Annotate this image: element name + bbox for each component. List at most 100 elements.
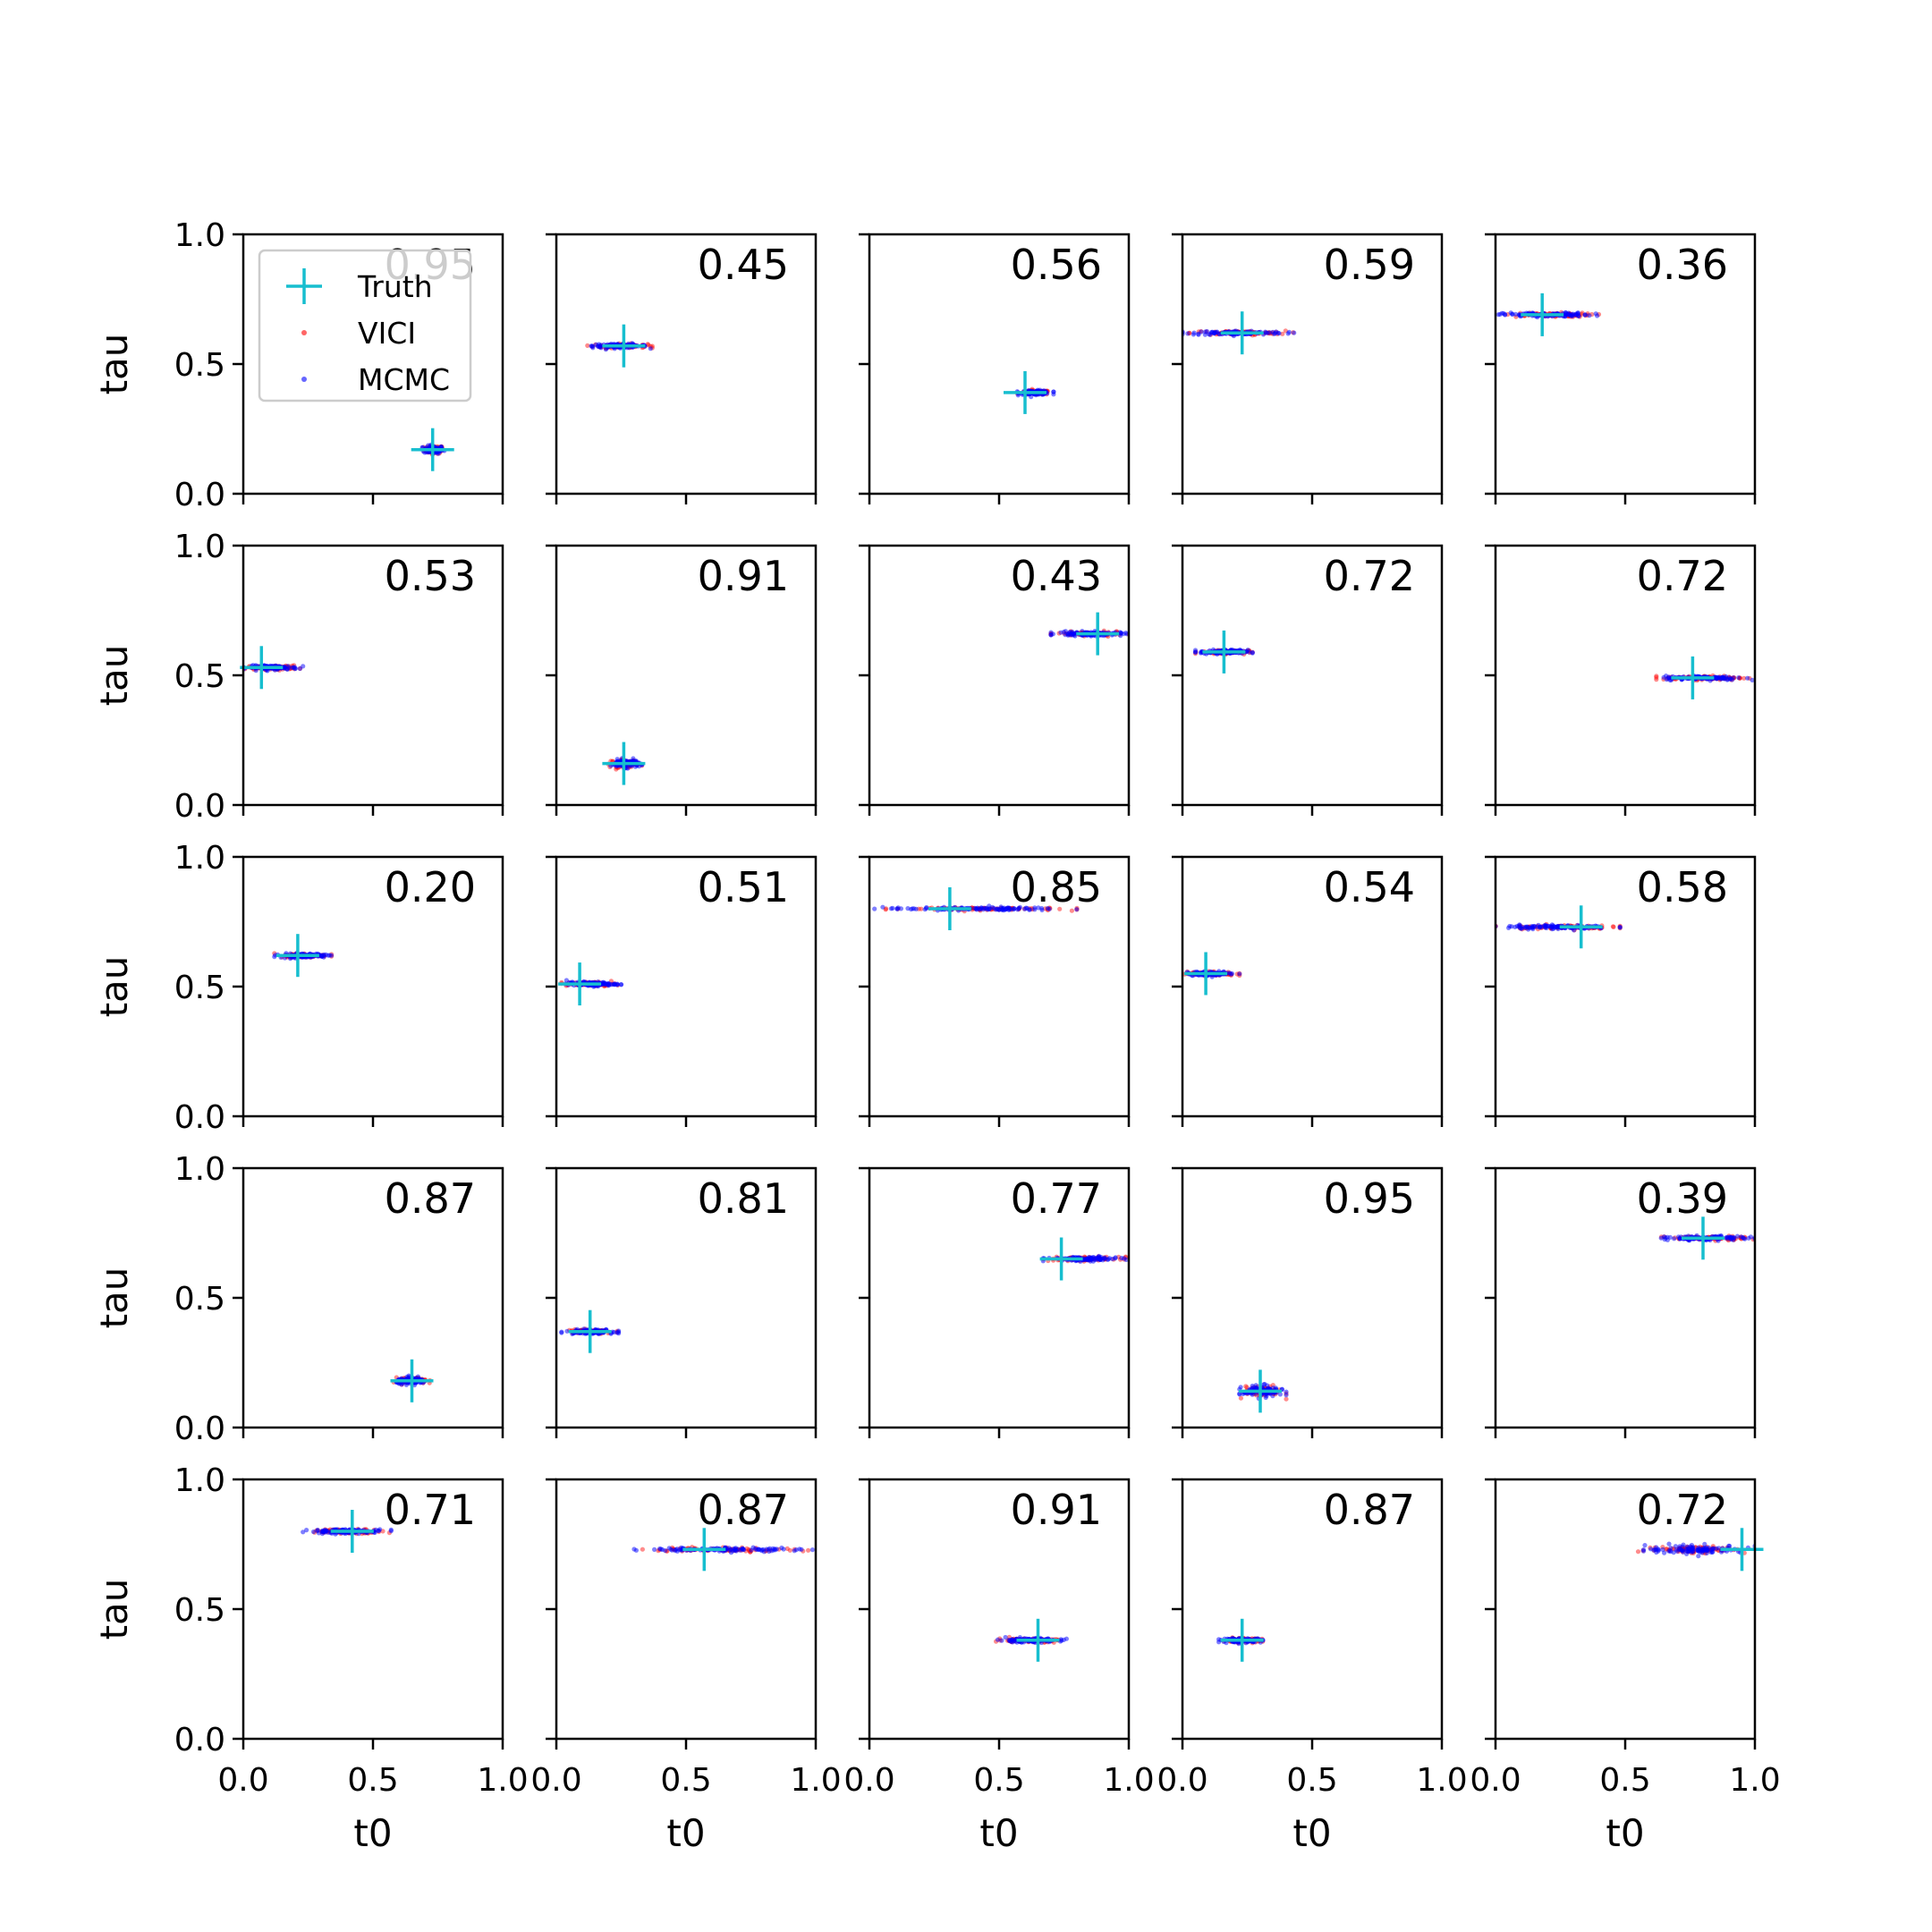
mcmc-sample-point <box>377 1528 382 1533</box>
overlap-score: 0.91 <box>698 552 789 600</box>
vici-sample-point <box>1654 674 1659 679</box>
y-axis-label: tau <box>92 334 136 395</box>
truth-marker <box>1239 1369 1282 1413</box>
mcmc-sample-point <box>1059 1638 1064 1643</box>
mcmc-sample-point <box>749 1547 754 1553</box>
mcmc-sample-point <box>999 1638 1004 1643</box>
mcmc-sample-point <box>1516 312 1522 318</box>
vici-sample-point <box>1610 924 1615 929</box>
vici-sample-point <box>1654 674 1659 680</box>
overlap-score: 0.36 <box>1637 241 1728 289</box>
mcmc-sample-point <box>767 1548 772 1555</box>
mcmc-sample-point <box>616 1331 622 1336</box>
mcmc-sample-point <box>1681 1542 1686 1547</box>
y-tick-label: 0.0 <box>174 1722 225 1758</box>
mcmc-sample-point <box>321 953 326 958</box>
y-tick-label: 0.0 <box>174 788 225 825</box>
overlap-score: 0.51 <box>698 863 789 911</box>
x-axis-label: t0 <box>979 1811 1018 1855</box>
mcmc-sample-point <box>738 1547 743 1553</box>
mcmc-sample-point <box>1739 1234 1744 1240</box>
legend-box <box>258 249 472 402</box>
mcmc-sample-point <box>1088 1255 1094 1260</box>
legend-item-truth: Truth <box>286 268 433 304</box>
mcmc-sample-point <box>1010 1640 1015 1645</box>
mcmc-sample-point <box>1703 1546 1708 1552</box>
mcmc-sample-point <box>1690 1545 1696 1550</box>
mcmc-sample-point <box>657 1546 663 1552</box>
mcmc-sample-point <box>1016 906 1021 911</box>
x-tick-label: 0.5 <box>973 1762 1024 1799</box>
panel-7: 0.91 <box>546 544 818 816</box>
mcmc-sample-point <box>1662 1237 1667 1242</box>
truth-marker <box>411 428 454 471</box>
legend-item-vici: VICI <box>301 316 416 351</box>
mcmc-sample-point <box>625 766 631 771</box>
x-tick-label: 0.5 <box>660 1762 711 1799</box>
mcmc-sample-point <box>1058 630 1063 635</box>
overlap-score: 0.43 <box>1011 552 1102 600</box>
mcmc-sample-point <box>1684 1551 1690 1556</box>
overlap-score: 0.71 <box>385 1486 476 1534</box>
mcmc-sample-point <box>1246 649 1251 655</box>
y-tick-label: 1.0 <box>174 1462 225 1499</box>
mcmc-sample-point <box>772 1546 777 1552</box>
truth-marker <box>682 1528 726 1572</box>
mcmc-sample-point <box>1082 1257 1088 1262</box>
mcmc-sample-point <box>1686 1546 1691 1552</box>
truth-marker <box>602 741 646 785</box>
mcmc-sample-point <box>779 1545 784 1551</box>
mcmc-sample-point <box>1526 927 1531 932</box>
overlap-score: 0.53 <box>385 552 476 600</box>
mcmc-sample-point <box>1237 971 1242 977</box>
mcmc-sample-point <box>1238 1385 1243 1390</box>
y-tick-label: 0.5 <box>174 1281 225 1318</box>
mcmc-sample-point <box>1106 1256 1112 1261</box>
mcmc-sample-point <box>1672 1236 1677 1241</box>
mcmc-sample-point <box>1022 906 1028 911</box>
overlap-score: 0.45 <box>698 241 789 289</box>
mcmc-sample-point <box>1641 1548 1647 1554</box>
mcmc-sample-point <box>1731 675 1736 681</box>
overlap-score: 0.56 <box>1011 241 1102 289</box>
mcmc-sample-point <box>809 1547 816 1553</box>
mcmc-sample-point <box>1587 313 1592 318</box>
vici-sample-point <box>1741 675 1747 681</box>
truth-marker <box>330 1510 374 1553</box>
y-tick-label: 1.0 <box>174 529 225 565</box>
panels: 0.00.51.0tau0.950.450.560.590.360.00.51.… <box>92 217 1781 1855</box>
y-tick-label: 0.5 <box>174 347 225 384</box>
x-tick-label: 0.5 <box>347 1762 398 1799</box>
x-tick-label: 1.0 <box>1416 1762 1467 1799</box>
mcmc-sample-point <box>1690 1549 1696 1555</box>
mcmc-sample-point <box>1267 1385 1272 1391</box>
mcmc-sample-point <box>913 906 919 911</box>
vici-sample-point <box>1238 1395 1243 1401</box>
mcmc-sample-point <box>1664 677 1670 682</box>
overlap-score: 0.58 <box>1637 863 1728 911</box>
mcmc-sample-point <box>272 954 277 960</box>
x-tick-label: 0.0 <box>843 1762 894 1799</box>
mcmc-sample-point <box>888 906 894 911</box>
truth-marker <box>558 962 602 1006</box>
panel-3: 0.56 <box>859 233 1131 504</box>
y-tick-label: 0.5 <box>174 658 225 695</box>
mcmc-sample-point <box>329 953 335 958</box>
y-axis-label: tau <box>92 1579 136 1640</box>
mcmc-sample-point <box>1250 1383 1255 1389</box>
mcmc-sample-point <box>974 907 979 912</box>
mcmc-sample-point <box>1274 329 1279 335</box>
truth-marker <box>1202 630 1246 674</box>
mcmc-sample-point <box>1123 631 1129 636</box>
mcmc-sample-point <box>1539 924 1545 929</box>
truth-marker <box>1521 292 1564 336</box>
x-axis-label: t0 <box>353 1811 392 1855</box>
mcmc-sample-point <box>1003 1634 1008 1640</box>
mcmc-sample-point <box>1032 907 1038 912</box>
mcmc-sample-point <box>1007 905 1013 911</box>
vici-sample-point <box>787 1547 792 1553</box>
overlap-score: 0.72 <box>1324 552 1415 600</box>
mcmc-sample-point <box>1534 924 1540 929</box>
